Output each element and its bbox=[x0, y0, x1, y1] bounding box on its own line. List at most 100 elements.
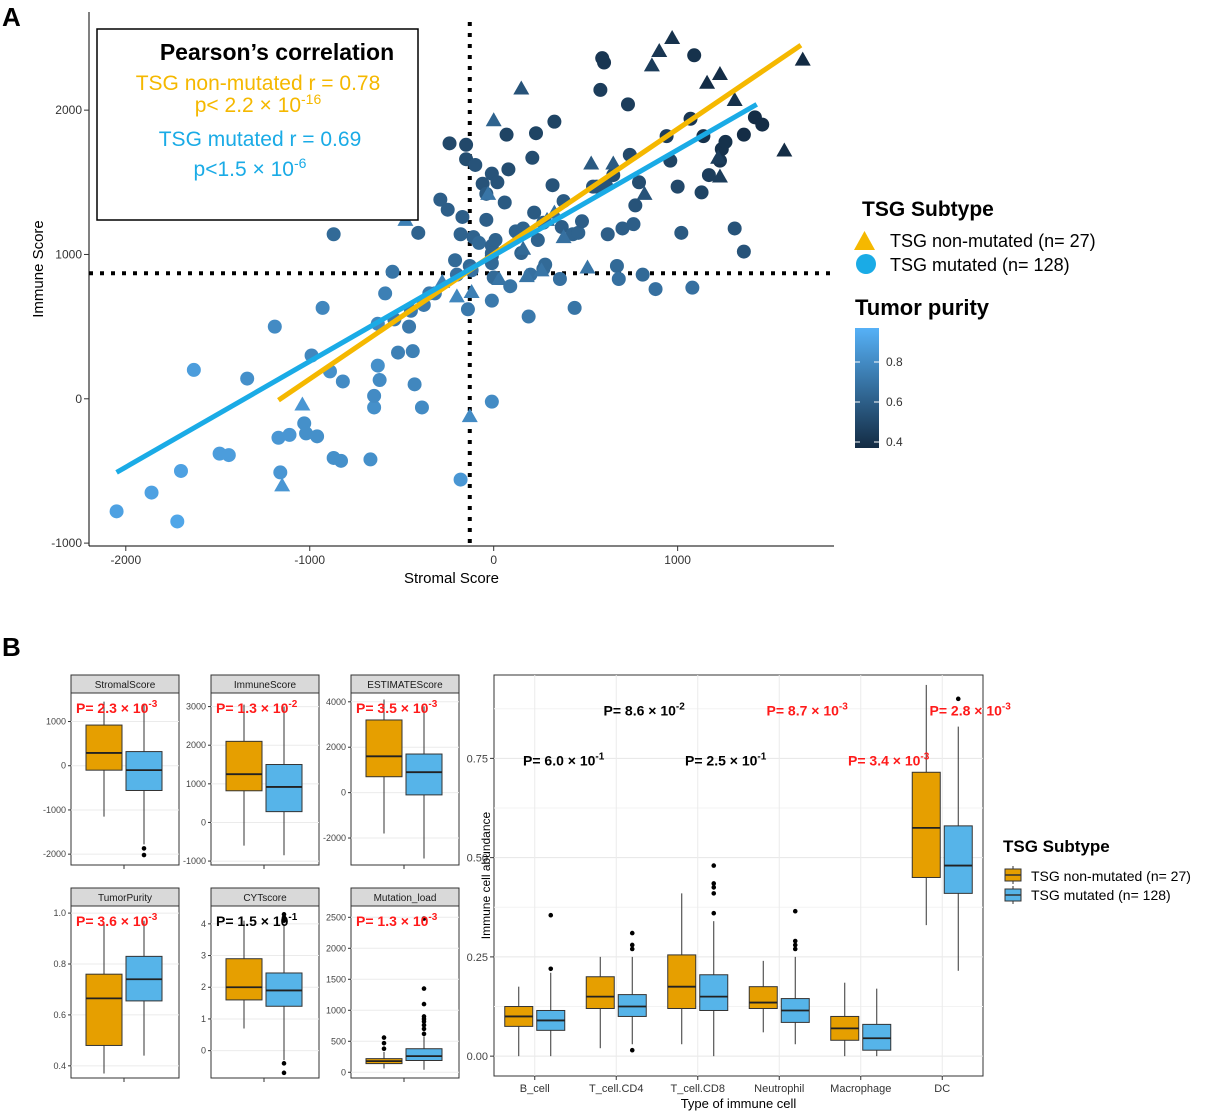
mutated-point bbox=[267, 319, 282, 334]
purity-title: Tumor purity bbox=[855, 295, 990, 320]
mutated-point bbox=[615, 221, 630, 236]
mut-outlier bbox=[629, 930, 635, 936]
mutated-point bbox=[597, 55, 612, 70]
mut-fit-line bbox=[115, 102, 758, 475]
y-tick-label: 3000 bbox=[186, 702, 206, 712]
mutated-point bbox=[271, 430, 286, 445]
y-tick-label: 1.0 bbox=[53, 908, 66, 918]
mut-outlier bbox=[629, 942, 635, 948]
mutated-point bbox=[372, 373, 387, 388]
y-axis-title: Immune Score bbox=[30, 220, 47, 318]
x-tick-label: 0 bbox=[490, 553, 497, 567]
mut-outlier bbox=[141, 852, 147, 858]
nonmut-box bbox=[85, 973, 123, 1046]
mutated-point bbox=[453, 227, 468, 242]
mutated-point bbox=[407, 377, 422, 392]
mutated-point bbox=[282, 427, 297, 442]
y-tick-label: -1000 bbox=[183, 856, 206, 866]
mut-box bbox=[405, 1048, 443, 1062]
mut-box bbox=[265, 764, 303, 813]
mut-outlier bbox=[421, 1001, 427, 1007]
mutated-point bbox=[694, 185, 709, 200]
mut-outlier bbox=[711, 863, 717, 868]
boxplot-panel: ESTIMATEScore -2000 0 2000 4000 P= 3.5 × 10-3 bbox=[323, 674, 460, 869]
y-tick-label: 0.4 bbox=[53, 1061, 66, 1071]
mutated-point bbox=[685, 280, 700, 295]
mutated-point bbox=[632, 175, 647, 190]
y-tick-label: -2000 bbox=[323, 833, 346, 843]
y-tick-label: 1 bbox=[201, 1014, 206, 1024]
mut-outlier bbox=[711, 891, 717, 896]
mutated-point bbox=[367, 388, 382, 403]
mutated-point bbox=[411, 225, 426, 240]
mutated-point bbox=[547, 114, 562, 129]
y-tick-label: 4 bbox=[201, 919, 206, 929]
nonmut-outlier bbox=[381, 1046, 387, 1052]
mutated-point bbox=[609, 259, 624, 274]
plot-frame bbox=[493, 674, 984, 1077]
mutated-point bbox=[628, 198, 643, 213]
boxplot-panel: Mutation_load 0 500 1000 1500 2000 2500 P= 1.3 … bbox=[326, 887, 460, 1082]
y-tick-label: 0.75 bbox=[467, 753, 488, 765]
y-tick-label: 0 bbox=[61, 761, 66, 771]
mutated-point bbox=[334, 453, 349, 468]
mutated-point bbox=[448, 253, 463, 268]
mutated-point bbox=[479, 212, 494, 227]
mutated-point bbox=[405, 344, 420, 359]
mut-outlier bbox=[281, 912, 287, 917]
mutated-point bbox=[299, 426, 314, 441]
mut-outlier bbox=[421, 1026, 427, 1032]
mut-box bbox=[699, 974, 729, 1011]
y-tick-label: 0 bbox=[201, 817, 206, 827]
p-value-label: P= 2.8 × 10-3 bbox=[930, 702, 1012, 719]
mutated-point bbox=[521, 309, 536, 324]
colorbar-tick-label: 0.8 bbox=[886, 355, 903, 369]
mutated-point bbox=[240, 371, 255, 386]
y-tick-label: 0 bbox=[75, 392, 82, 406]
y-tick-label: 2000 bbox=[326, 943, 346, 953]
mutated-point bbox=[315, 300, 330, 315]
mut-outlier bbox=[792, 908, 798, 914]
purity-colorbar: Tumor purity 0.8 0.6 0.4 bbox=[855, 295, 990, 449]
p-value-label: P= 3.6 × 10-3 bbox=[76, 912, 158, 929]
non-mutated-point bbox=[579, 259, 596, 274]
nonmut-box bbox=[85, 724, 123, 771]
mut-outlier bbox=[955, 696, 961, 702]
mutated-point bbox=[574, 214, 589, 229]
mut-outlier bbox=[548, 912, 554, 918]
y-tick-label: 0 bbox=[341, 788, 346, 798]
y-axis-title: Immune cell abundance bbox=[479, 811, 493, 939]
nonmut-box bbox=[225, 958, 263, 1001]
mutated-point bbox=[391, 345, 406, 360]
mutated-point bbox=[600, 227, 615, 242]
mutated-point bbox=[186, 362, 201, 377]
non-mutated-point bbox=[711, 168, 728, 183]
non-mutated-point bbox=[518, 268, 535, 283]
x-axis-title: Type of immune cell bbox=[681, 1096, 797, 1111]
mutated-point bbox=[503, 279, 518, 294]
y-tick-label: -2000 bbox=[43, 849, 66, 859]
non-mutated-point bbox=[651, 42, 668, 57]
mutated-point bbox=[370, 358, 385, 373]
nonmut-fit-line bbox=[277, 43, 803, 403]
mutated-point bbox=[455, 209, 470, 224]
panel-frame bbox=[350, 905, 460, 1079]
non-mutated-point bbox=[710, 149, 727, 164]
boxplot-panel: ImmuneScore -1000 0 1000 2000 3000 P= 1.3 × 10… bbox=[183, 674, 320, 869]
x-axis-title: Stromal Score bbox=[404, 570, 499, 587]
y-tick-label: 0.50 bbox=[467, 853, 488, 865]
x-tick-label: DC bbox=[934, 1083, 950, 1095]
p-value-label: P= 1.5 × 10-1 bbox=[216, 912, 298, 929]
mut-outlier bbox=[792, 938, 798, 944]
mut-outlier bbox=[421, 1014, 427, 1019]
legend-title: TSG Subtype bbox=[862, 198, 994, 221]
x-tick-label: T_cell.CD4 bbox=[589, 1083, 643, 1095]
nonmut-box bbox=[365, 719, 403, 778]
non-mutated-point bbox=[583, 155, 600, 170]
mutated-point bbox=[484, 293, 499, 308]
y-tick-label: 2500 bbox=[326, 912, 346, 922]
colorbar-tick-label: 0.6 bbox=[886, 395, 903, 409]
x-tick-label: -1000 bbox=[294, 553, 325, 567]
